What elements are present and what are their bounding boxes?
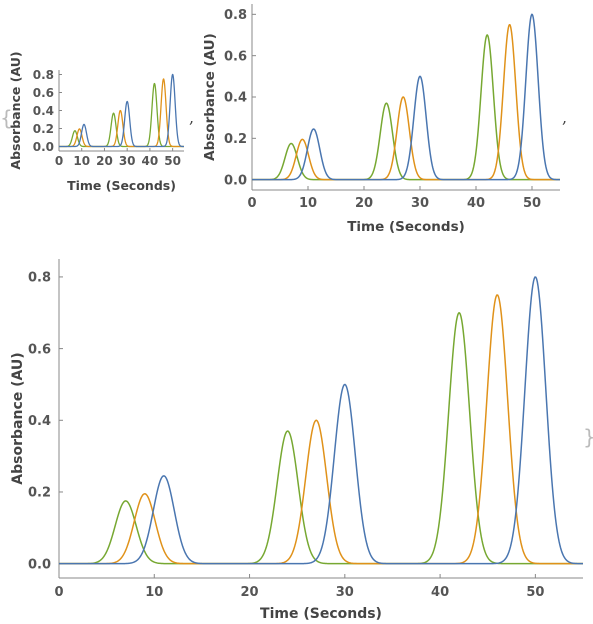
x-tick-label: 40 bbox=[142, 154, 159, 168]
x-tick-label: 10 bbox=[299, 196, 317, 211]
series-line-3 bbox=[252, 13, 560, 181]
y-tick-label: 0.0 bbox=[224, 173, 247, 188]
y-tick-label: 0.6 bbox=[33, 86, 54, 100]
y-tick-label: 0.4 bbox=[28, 414, 51, 429]
series-line-2 bbox=[252, 23, 560, 181]
x-tick-label: 0 bbox=[55, 154, 63, 168]
x-tick-label: 30 bbox=[411, 196, 429, 211]
x-tick-label: 50 bbox=[523, 196, 541, 211]
y-tick-label: 0.0 bbox=[33, 140, 54, 154]
x-tick-label: 50 bbox=[164, 154, 181, 168]
y-tick-label: 0.8 bbox=[28, 271, 51, 286]
y-tick-label: 0.2 bbox=[33, 122, 54, 136]
comma-separator-2: , bbox=[562, 108, 567, 127]
y-tick-label: 0.2 bbox=[28, 486, 51, 501]
x-tick-label: 50 bbox=[526, 585, 544, 600]
y-tick-label: 0.0 bbox=[28, 557, 51, 572]
y-tick-label: 0.4 bbox=[224, 91, 247, 106]
y-axis-label: Absorbance (AU) bbox=[10, 352, 26, 484]
y-tick-label: 0.8 bbox=[33, 68, 54, 82]
x-tick-label: 30 bbox=[336, 585, 354, 600]
x-tick-label: 20 bbox=[96, 154, 113, 168]
x-tick-label: 10 bbox=[145, 585, 163, 600]
y-tick-label: 0.4 bbox=[33, 104, 54, 118]
small-chart: 0 10 20 30 40 50 0.0 0.2 0.4 0.6 0.8 Time (Seconds)… bbox=[8, 51, 184, 193]
large-chart: 0 10 20 30 40 50 0.0 0.2 0.4 0.6 0.8 Time (Seconds)… bbox=[10, 259, 583, 622]
medium-chart: 0 10 20 30 40 50 0.0 0.2 0.4 0.6 0.8 Time (Seconds)… bbox=[202, 4, 560, 235]
x-tick-label: 20 bbox=[355, 196, 373, 211]
series-line-3 bbox=[59, 73, 184, 148]
y-tick-label: 0.6 bbox=[28, 342, 51, 357]
x-axis-label: Time (Seconds) bbox=[260, 606, 382, 622]
y-tick-label: 0.8 bbox=[224, 8, 247, 23]
comma-separator-1: , bbox=[189, 108, 194, 127]
x-tick-label: 0 bbox=[247, 196, 256, 211]
x-axis-label: Time (Seconds) bbox=[67, 178, 176, 193]
x-axis-label: Time (Seconds) bbox=[347, 219, 465, 235]
series-line-3 bbox=[59, 276, 583, 565]
y-tick-label: 0.6 bbox=[224, 49, 247, 64]
close-brace: } bbox=[583, 425, 593, 449]
y-axis-label: Absorbance (AU) bbox=[202, 33, 218, 161]
series-line-2 bbox=[59, 78, 184, 148]
x-tick-label: 20 bbox=[240, 585, 258, 600]
open-brace: { bbox=[0, 106, 13, 130]
series-line-2 bbox=[59, 294, 583, 565]
x-tick-label: 40 bbox=[467, 196, 485, 211]
x-tick-label: 0 bbox=[54, 585, 63, 600]
x-tick-label: 40 bbox=[431, 585, 449, 600]
y-axis-label: Absorbance (AU) bbox=[8, 51, 23, 169]
y-tick-label: 0.2 bbox=[224, 132, 247, 147]
x-tick-label: 30 bbox=[119, 154, 136, 168]
x-tick-label: 10 bbox=[73, 154, 90, 168]
